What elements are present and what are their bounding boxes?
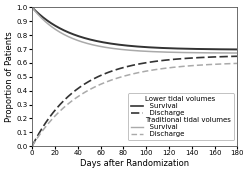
Legend: Lower tidal volumes,   Survival,   Discharge, Traditional tidal volumes,   Survi: Lower tidal volumes, Survival, Discharge… [128, 93, 234, 140]
Y-axis label: Proportion of Patients: Proportion of Patients [5, 31, 14, 122]
X-axis label: Days after Randomization: Days after Randomization [80, 159, 189, 168]
